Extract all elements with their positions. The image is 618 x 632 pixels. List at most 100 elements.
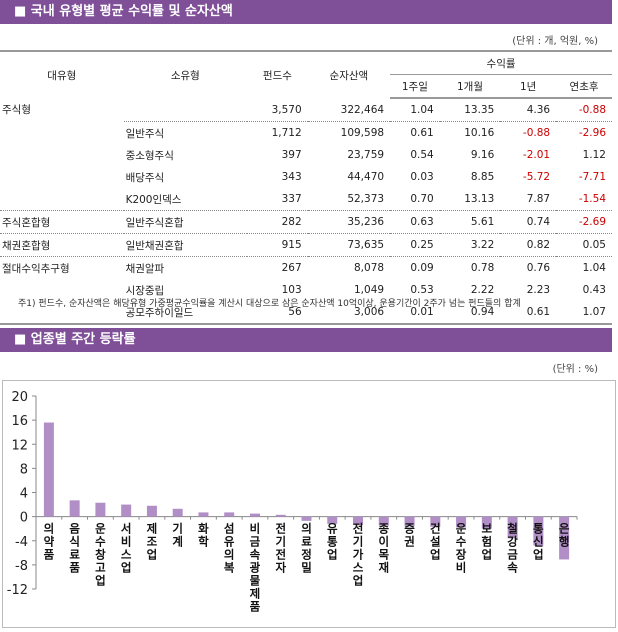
table-cell: 282 xyxy=(247,210,308,234)
table-cell: 103 xyxy=(281,284,302,296)
chart-frame: -12 -8 -4 0 4 8 12 16 20 의 약 품 음 식 료 품 운 수 창 고 업 서 비 스 업 제 조 업 기 계 화 학 섬… xyxy=(2,380,616,628)
col-1m: 1개월 xyxy=(439,74,501,99)
table-cell: 5.61 xyxy=(439,210,501,234)
unit-label-chart: (단위 : %) xyxy=(552,364,598,375)
table-cell: 0.01 xyxy=(390,301,440,325)
table-cell: 10.16 xyxy=(439,121,501,144)
table-cell: -5.72 xyxy=(522,171,551,183)
bar-철강금속 xyxy=(507,516,518,539)
table-row: 배당주식 343 44,470 0.03 8.85 -5.72 -7.71 xyxy=(0,166,612,188)
table-cell: 0.82 xyxy=(500,233,557,257)
bar-종이목재 xyxy=(378,516,389,526)
bar-비금속광물제품 xyxy=(249,513,260,517)
bar-제조업 xyxy=(146,505,157,517)
table-cell: 1,049 xyxy=(354,284,385,296)
table-cell: 13.13 xyxy=(464,193,495,205)
table-row: 공모주하이일드 56 3,006 0.01 0.94 0.61 1.07 xyxy=(0,301,612,325)
table-cell: 2.23 xyxy=(526,284,551,296)
bar-섬유의복 xyxy=(224,512,235,517)
table-row: 시장중립 103 1,049 0.53 2.22 2.23 0.43 xyxy=(0,279,612,301)
table-cell: 44,470 xyxy=(347,171,385,183)
bar-서비스업 xyxy=(121,504,132,517)
table-cell: 322,464 xyxy=(340,103,385,116)
table-cell: 73,635 xyxy=(307,233,391,257)
bar-화학 xyxy=(198,512,209,517)
table-cell: 3,006 xyxy=(307,301,391,325)
table-cell: 3.22 xyxy=(439,233,501,257)
table-cell: 8,078 xyxy=(307,256,391,279)
table-cell: 0.43 xyxy=(582,284,606,296)
table-cell xyxy=(0,122,124,145)
table-cell: 0.09 xyxy=(390,256,440,279)
bar-건설업 xyxy=(430,516,441,527)
y-tick-label: 0 xyxy=(20,511,28,526)
table-cell: -2.69 xyxy=(556,210,612,234)
table-cell: 337 xyxy=(281,193,302,205)
table-cell: 0.63 xyxy=(390,210,440,234)
table-cell: 0.78 xyxy=(439,256,501,279)
fund-returns-table: 대유형 소유형 펀드수 순자산액 수익률 1주일 1개월 1년 연초후 주식형 3,570 322… xyxy=(0,50,612,325)
table-cell: 267 xyxy=(247,256,308,279)
table-cell: 3,570 xyxy=(271,103,302,116)
table-cell: 채권알파 xyxy=(123,256,248,279)
table-cell: -1.54 xyxy=(578,193,606,205)
col-funds: 펀드수 xyxy=(247,50,308,98)
table-row: 일반주식 1,712 109,598 0.61 10.16 -0.88 -2.96 xyxy=(0,121,612,145)
table-cell: 시장중립 xyxy=(125,284,165,297)
y-tick-label: -12 xyxy=(7,583,28,598)
col-1w: 1주일 xyxy=(390,74,440,99)
table-cell: 1.12 xyxy=(582,149,606,161)
bar-의약품 xyxy=(43,422,54,517)
table-cell: 109,598 xyxy=(307,121,391,144)
bar-은행 xyxy=(559,516,570,560)
table-cell: 0.61 xyxy=(500,301,557,325)
bar-전기전자 xyxy=(275,514,286,517)
y-tick-label: 4 xyxy=(20,487,28,502)
table-row: 채권혼합형 일반채권혼합 915 73,635 0.25 3.22 0.82 0.05 xyxy=(0,233,612,257)
table-row: 주식혼합형 일반주식혼합 282 35,236 0.63 5.61 0.74 -2.69 xyxy=(0,210,612,234)
table-cell: 52,373 xyxy=(347,193,385,205)
col-returns: 수익률 xyxy=(390,50,612,75)
bar-음식료품 xyxy=(69,500,80,517)
bar-통신업 xyxy=(533,516,544,546)
table-cell: 0.94 xyxy=(439,301,501,325)
table-cell: 채권혼합형 xyxy=(0,233,124,257)
table-cell xyxy=(0,144,124,166)
table-cell: 35,236 xyxy=(307,210,391,234)
table-cell: -7.71 xyxy=(578,171,606,183)
table-row: 절대수익추구형 채권알파 267 8,078 0.09 0.78 0.76 1.04 xyxy=(0,256,612,279)
table-cell: 8.85 xyxy=(470,171,495,183)
table-cell: 2.22 xyxy=(470,284,495,296)
table-cell: 1,712 xyxy=(247,121,308,144)
table-cell: 중소형주식 xyxy=(125,149,174,162)
table-cell xyxy=(0,188,124,211)
bar-기계 xyxy=(172,508,183,517)
col-major: 대유형 xyxy=(0,50,124,98)
bar-증권 xyxy=(404,516,415,527)
y-tick-label: 16 xyxy=(11,414,28,429)
table-cell: 절대수익추구형 xyxy=(0,256,124,279)
table-cell: 0.03 xyxy=(410,171,434,183)
table-cell: 0.76 xyxy=(500,256,557,279)
table-cell: 일반채권혼합 xyxy=(123,233,248,257)
table-cell: -2.01 xyxy=(522,149,551,161)
table-cell: 0.05 xyxy=(556,233,612,257)
table-row: 중소형주식 397 23,759 0.54 9.16 -2.01 1.12 xyxy=(0,144,612,166)
table-cell: 23,759 xyxy=(347,149,385,161)
table-cell: 0.54 xyxy=(410,149,434,161)
